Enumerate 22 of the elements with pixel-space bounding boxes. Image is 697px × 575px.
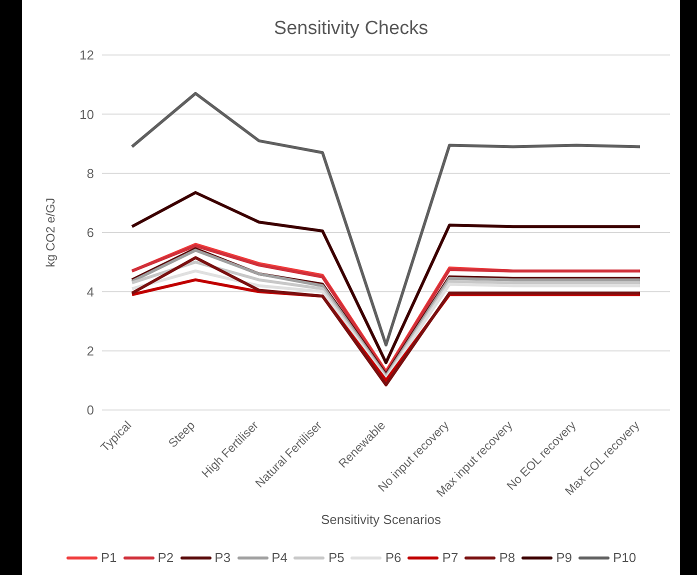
y-tick-label: 4	[86, 284, 94, 300]
legend-label: P5	[328, 550, 344, 565]
legend-label: P10	[613, 550, 636, 565]
legend-label: P7	[442, 550, 458, 565]
y-tick-label: 2	[86, 343, 94, 358]
y-tick-label: 0	[86, 402, 94, 418]
line-series	[130, 92, 642, 346]
line-series	[130, 191, 642, 364]
y-tick-label: 6	[86, 225, 94, 240]
chart-title: Sensitivity Checks	[272, 18, 430, 40]
legend-label: P9	[556, 550, 572, 565]
legend-label: P8	[499, 550, 516, 565]
y-axis-title: kg CO2 e/GJ	[43, 198, 58, 268]
legend-label: P1	[100, 550, 117, 565]
x-axis-title: Sensitivity Scenarios	[320, 512, 442, 527]
legend-label: P6	[385, 550, 402, 565]
legend-label: P2	[158, 550, 174, 565]
y-tick-label: 10	[80, 106, 94, 122]
y-tick-label: 8	[86, 166, 94, 181]
legend-label: P3	[214, 550, 231, 565]
legend-label: P4	[272, 550, 288, 565]
y-tick-label: 12	[80, 48, 94, 63]
